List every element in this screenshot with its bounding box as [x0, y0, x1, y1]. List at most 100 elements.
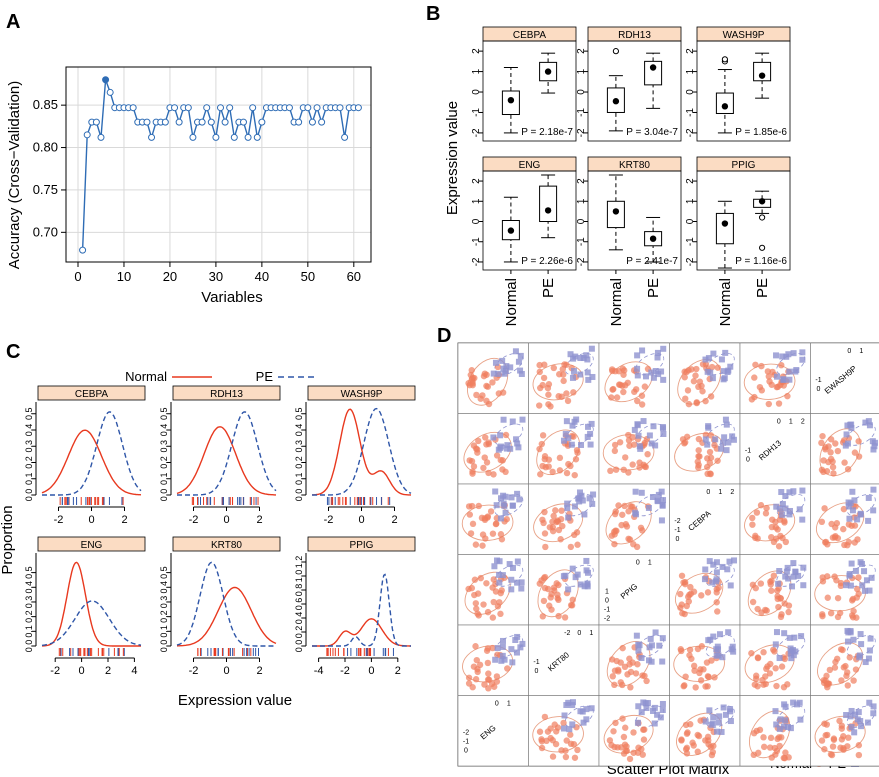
panel-d-point-normal [562, 747, 569, 754]
panel-d-point-normal [469, 470, 476, 477]
panel-d-point-normal [855, 453, 863, 460]
panel-d-point-pe [638, 489, 645, 496]
panel-d-point-normal [613, 394, 621, 401]
panel-d-point-pe [722, 711, 729, 718]
panel-d-point-normal [678, 736, 685, 743]
panel-d-point-normal [706, 470, 714, 477]
panel-d-point-normal [760, 743, 768, 751]
panel-d-point-pe [498, 657, 505, 664]
panel-c-ytick-label: 0.5 [24, 566, 34, 579]
panel-d-cell-frame [598, 554, 670, 626]
panel-d-point-normal [483, 580, 490, 587]
panel-d-point-pe [718, 728, 725, 735]
panel-d-point-pe [518, 579, 525, 586]
panel-d-point-pe [843, 431, 850, 438]
panel-d-point-pe [701, 576, 708, 583]
panel-d-ellipse-normal [461, 504, 514, 541]
panel-d-point-normal [855, 751, 863, 759]
panel-d-diag-top-tick: 1 [789, 419, 793, 426]
panel-d-point-pe [652, 629, 659, 636]
panel-d-point-pe [861, 587, 868, 594]
panel-d-point-pe [856, 654, 863, 661]
panel-c-ylabel: Proportion [0, 505, 16, 574]
panel-d-point-normal [490, 576, 497, 583]
panel-d-point-normal [473, 656, 480, 664]
panel-d-point-pe [583, 716, 590, 723]
panel-d-point-normal [549, 737, 556, 744]
panel-a-ytick-label: 0.80 [33, 140, 58, 155]
panel-a-xtick-label: 40 [255, 269, 269, 284]
panel-d-point-pe [710, 714, 717, 721]
panel-d-point-normal [820, 457, 827, 464]
panel-d-point-normal [760, 734, 767, 741]
panel-d-point-normal [855, 574, 862, 581]
panel-c-ytick-label: 0.0 [24, 489, 34, 502]
panel-d-point-pe [845, 629, 852, 636]
panel-c-xtick-label: 2 [256, 514, 262, 526]
panel-d-point-normal [846, 654, 853, 661]
panel-d-point-pe [799, 349, 806, 356]
panel-d-point-pe [491, 563, 498, 570]
panel-d-point-pe [514, 579, 521, 586]
panel-d-cell [739, 342, 811, 414]
panel-d-point-pe [706, 558, 713, 565]
panel-d-point-normal [483, 397, 490, 404]
panel-d-point-normal [504, 665, 511, 672]
panel-d-point-pe [776, 725, 783, 732]
panel-d-diag-top-tick: 0 [706, 489, 710, 496]
panel-d-point-normal [620, 371, 627, 378]
panel-d-point-normal [479, 542, 486, 549]
panel-b-ytick-label: 0 [576, 89, 587, 95]
panel-b-ytick-label: 2 [685, 48, 696, 54]
panel-d-point-pe [632, 511, 639, 518]
panel-a-point [354, 104, 362, 112]
panel-d-point-normal [567, 543, 575, 551]
panel-c-ytick-label: 0.3 [159, 440, 169, 453]
panel-d-point-pe [842, 442, 849, 449]
panel-d-point-normal [555, 612, 562, 620]
panel-d-point-normal [541, 584, 549, 592]
panel-d-point-normal [833, 655, 841, 662]
panel-d-point-normal [837, 646, 845, 653]
panel-d-cell [457, 413, 529, 485]
panel-d-cell-frame [810, 695, 879, 767]
panel-c-ytick-label: 0.5 [159, 566, 169, 579]
panel-b-ytick-label: -1 [576, 237, 587, 246]
panel-d-point-pe [569, 374, 576, 381]
panel-a-point [313, 104, 321, 112]
panel-d-point-normal [693, 399, 700, 407]
panel-d-point-pe [790, 560, 797, 567]
panel-b-group-label-pe: PE [754, 278, 771, 298]
panel-d-point-pe [508, 494, 515, 501]
panel-d-point-pe [849, 488, 856, 495]
panel-d-point-pe [843, 712, 850, 719]
panel-d-point-pe [716, 631, 723, 638]
panel-d-point-pe [659, 424, 666, 431]
panel-d-point-normal [563, 361, 570, 368]
panel-d-point-pe [702, 436, 709, 443]
panel-b-strip-label: ENG [519, 160, 541, 171]
panel-d-point-pe [718, 445, 725, 452]
panel-d-point-normal [770, 646, 777, 653]
panel-d-point-pe [507, 364, 514, 371]
panel-d-point-normal [569, 596, 576, 604]
panel-a-xtick-label: 10 [117, 269, 131, 284]
panel-d-point-pe [581, 511, 588, 518]
panel-d-point-normal [608, 656, 616, 663]
panel-d-point-pe [660, 376, 667, 383]
panel-d-point-pe [851, 729, 858, 736]
panel-d-point-pe [500, 492, 507, 499]
panel-d-point-normal [608, 394, 615, 401]
panel-c-ytick-label: 0.1 [159, 472, 169, 485]
panel-d-point-pe [871, 443, 878, 450]
panel-b-mean-dot [507, 97, 515, 104]
panel-d-point-normal [622, 747, 630, 755]
panel-d-point-normal [853, 594, 861, 601]
panel-d-point-normal [475, 437, 482, 445]
panel-b-frame [696, 40, 791, 142]
panel-d-point-pe [858, 723, 865, 730]
panel-d-point-normal [563, 737, 570, 744]
panel-a-point [106, 88, 114, 96]
panel-d-point-normal [850, 677, 857, 684]
